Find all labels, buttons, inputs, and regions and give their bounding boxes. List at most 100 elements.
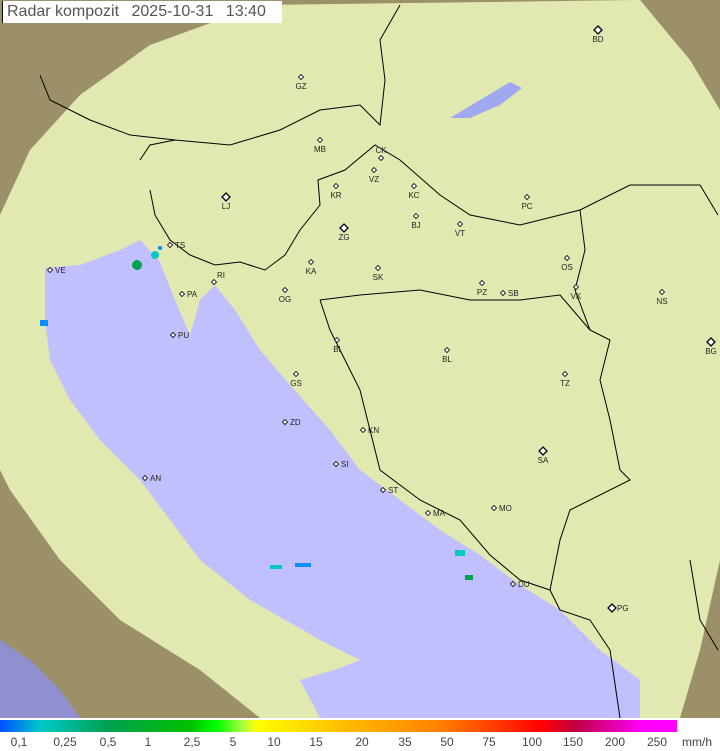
city-marker-icon [572,283,580,291]
city-marker-icon [333,336,341,344]
adriatic-sea [45,240,640,718]
city-label: GS [290,379,302,388]
city-marker-icon [281,286,289,294]
city-marker-icon [658,288,666,296]
city-du: DU [509,580,530,589]
city-marker-icon [706,337,716,347]
precipitation-legend: 0,1 0,25 0,5 1 2,5 5 10 15 20 35 50 75 100 150 200 250 m… [0,718,720,751]
city-gz: GZ [295,73,307,91]
city-label: TZ [560,379,570,388]
city-marker-icon [297,73,305,81]
city-label: SB [508,289,519,298]
color-scale-bar [0,720,677,732]
city-marker-icon [316,136,324,144]
city-marker-icon [443,346,451,354]
city-vk: VK [571,283,582,301]
city-label: MA [433,509,446,518]
city-kc: KC [408,182,420,200]
city-label: ST [388,486,398,495]
city-marker-icon [339,223,349,233]
city-marker-icon [538,446,548,456]
city-mo: MO [490,504,512,513]
lower-left-sea [0,640,80,718]
timestamp-date: 2025-10-31 [131,3,214,20]
city-label: KA [306,267,317,276]
city-marker-icon [374,264,382,272]
city-ma: MA [424,509,446,518]
legend-tick: 2,5 [183,735,201,749]
city-an: AN [141,474,161,483]
city-marker-icon [332,182,340,190]
city-pu: PU [169,331,189,340]
legend-tick: 0,1 [10,735,28,749]
timestamp-time: 13:40 [225,3,266,20]
lake-balaton [450,82,522,118]
map-title: Radar kompozit 2025-10-31 13:40 [2,1,282,23]
city-label: AN [150,474,161,483]
city-label: CK [375,146,387,155]
city-label: PG [617,604,629,613]
radar-echoes [40,246,473,580]
city-markers: BD GZ MB CK VZ KR KC LJ ZG BJ VT PC TS VE RI KA SK OS PA OG… [46,25,717,613]
city-marker-icon [478,279,486,287]
city-bg: BG [705,337,717,356]
city-label: SK [373,273,384,282]
city-label: DU [518,580,530,589]
legend-tick: 10 [267,735,281,749]
city-marker-icon [499,289,507,297]
city-marker-icon [561,370,569,378]
legend-unit: mm/h [682,735,712,749]
country-borders [39,4,719,718]
city-label: ZG [338,233,349,242]
city-marker-icon [490,504,498,512]
city-marker-icon [169,331,177,339]
city-label: PZ [477,288,487,297]
city-label: KR [330,191,341,200]
city-marker-icon [221,192,231,202]
legend-tick: 35 [398,735,412,749]
legend-tick: 50 [440,735,454,749]
city-marker-icon [281,418,289,426]
city-marker-icon [141,474,149,482]
legend-tick: 75 [482,735,496,749]
legend-tick: 1 [144,735,152,749]
city-label: MO [499,504,512,513]
city-label: BG [705,347,717,356]
city-label: BJ [411,221,420,230]
city-kr: KR [330,182,342,200]
city-marker-icon [292,370,300,378]
city-ns: NS [656,288,668,306]
city-sb: SB [499,289,519,298]
city-label: VT [455,229,465,238]
city-sk: SK [373,264,384,282]
city-lj: LJ [221,192,231,211]
city-marker-icon [46,266,54,274]
city-marker-icon [377,154,385,162]
radar-map[interactable]: BD GZ MB CK VZ KR KC LJ ZG BJ VT PC TS VE RI KA SK OS PA OG… [0,0,720,718]
city-zd: ZD [281,418,301,427]
city-bd: BD [592,25,604,44]
city-ka: KA [306,258,317,276]
city-marker-icon [456,220,464,228]
legend-tick: 20 [355,735,369,749]
city-label: BD [592,35,603,44]
city-vz: VZ [369,166,379,184]
city-label: ZD [290,418,301,427]
city-label: PA [187,290,198,299]
city-label: LJ [222,202,230,211]
city-tz: TZ [560,370,570,388]
city-ck: CK [375,146,387,162]
city-marker-icon [412,212,420,220]
city-kn: KN [359,426,379,435]
city-vt: VT [455,220,465,238]
city-label: KC [408,191,419,200]
city-pg: PG [607,603,629,613]
city-label: VZ [369,175,379,184]
city-marker-icon [166,241,174,249]
city-label: SI [341,460,349,469]
city-marker-icon [424,509,432,517]
city-label: VE [55,266,66,275]
city-og: OG [279,286,291,304]
city-marker-icon [210,278,218,286]
